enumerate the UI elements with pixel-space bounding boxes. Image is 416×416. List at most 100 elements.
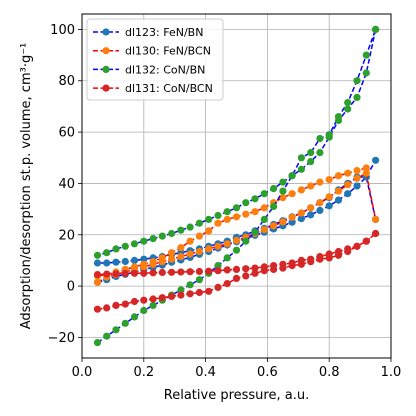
data-point [297,256,305,264]
data-point [260,263,268,271]
data-point [288,213,296,221]
legend: dl123: FeN/BN dl130: FeN/BCN dl132: CoN/BN… [86,18,224,101]
data-point [158,232,166,240]
x-tick-label: 0.2 [133,365,154,380]
data-point [121,319,129,327]
y-tick-label: −20 [48,331,75,346]
legend-marker [102,47,110,55]
data-point [353,242,361,250]
data-point [260,204,268,212]
data-point [316,178,324,186]
data-point [195,288,203,297]
data-point [251,264,259,272]
plot-series [93,25,380,347]
data-point [334,196,343,204]
data-point [130,297,139,306]
data-point [103,332,111,340]
legend-entry: dl131: CoN/BCN [93,82,213,95]
data-point [270,185,278,193]
data-point [121,257,129,266]
data-point [325,193,333,201]
data-point [186,223,194,231]
data-point [93,305,102,313]
data-point [121,269,129,278]
data-point [214,219,222,227]
data-point [140,296,148,304]
data-point [93,339,102,347]
data-point [270,262,278,270]
data-point [334,187,343,195]
data-point [214,262,222,270]
data-point [149,235,157,243]
data-point [103,249,111,257]
legend-label: dl131: CoN/BCN [125,82,213,95]
data-point [307,182,315,190]
series-3 [93,25,380,347]
data-point [93,271,102,279]
data-point [214,283,222,291]
legend-marker [102,84,110,92]
data-point [334,172,343,180]
data-point [260,226,268,234]
data-point [353,167,361,175]
data-point [372,229,380,238]
data-point [232,204,241,212]
data-point [260,190,268,198]
data-point [307,204,315,212]
data-point [140,255,148,263]
data-point [353,77,361,85]
data-point [288,172,296,180]
data-point [316,199,324,207]
data-point [130,256,139,264]
data-point [344,105,352,113]
y-tick-label: 20 [58,228,75,243]
data-point [214,211,222,220]
data-point [325,250,333,258]
data-point [232,246,241,254]
x-tick-label: 1.0 [381,365,402,380]
data-point [112,326,120,334]
data-point [140,237,148,245]
data-point [223,280,231,288]
data-point [297,165,305,173]
data-point [205,287,213,295]
data-point [242,272,250,280]
data-point [316,206,324,214]
data-point [288,259,296,267]
data-point [279,260,287,268]
data-point [195,276,203,284]
data-point [121,242,129,250]
data-point [344,181,352,189]
series-4 [93,229,380,313]
data-point [223,208,231,216]
x-tick-label: 0.0 [72,365,93,380]
y-axis-label: Adsorption/desorption st.p. volume, cm³·… [19,43,34,330]
data-point [195,219,203,227]
data-point [251,269,259,277]
legend-label: dl123: FeN/BN [125,26,203,39]
data-point [288,190,296,198]
data-point [279,187,287,195]
legend-box [86,18,224,101]
data-point [362,169,370,177]
data-point [140,269,148,277]
data-point [103,270,111,278]
legend-marker [102,28,110,36]
data-point [344,99,352,107]
data-point [251,208,259,216]
data-point [130,269,139,277]
data-point [130,263,139,271]
data-point [168,268,176,276]
data-point [186,250,194,258]
data-point [362,69,370,77]
data-point [168,255,176,263]
y-tick-label: 40 [58,177,75,192]
x-tick-label: 0.8 [319,365,340,380]
data-point [325,133,333,141]
data-point [232,274,241,282]
data-point [344,245,352,253]
data-point [112,301,120,309]
data-point [93,278,102,286]
data-point [242,265,250,273]
